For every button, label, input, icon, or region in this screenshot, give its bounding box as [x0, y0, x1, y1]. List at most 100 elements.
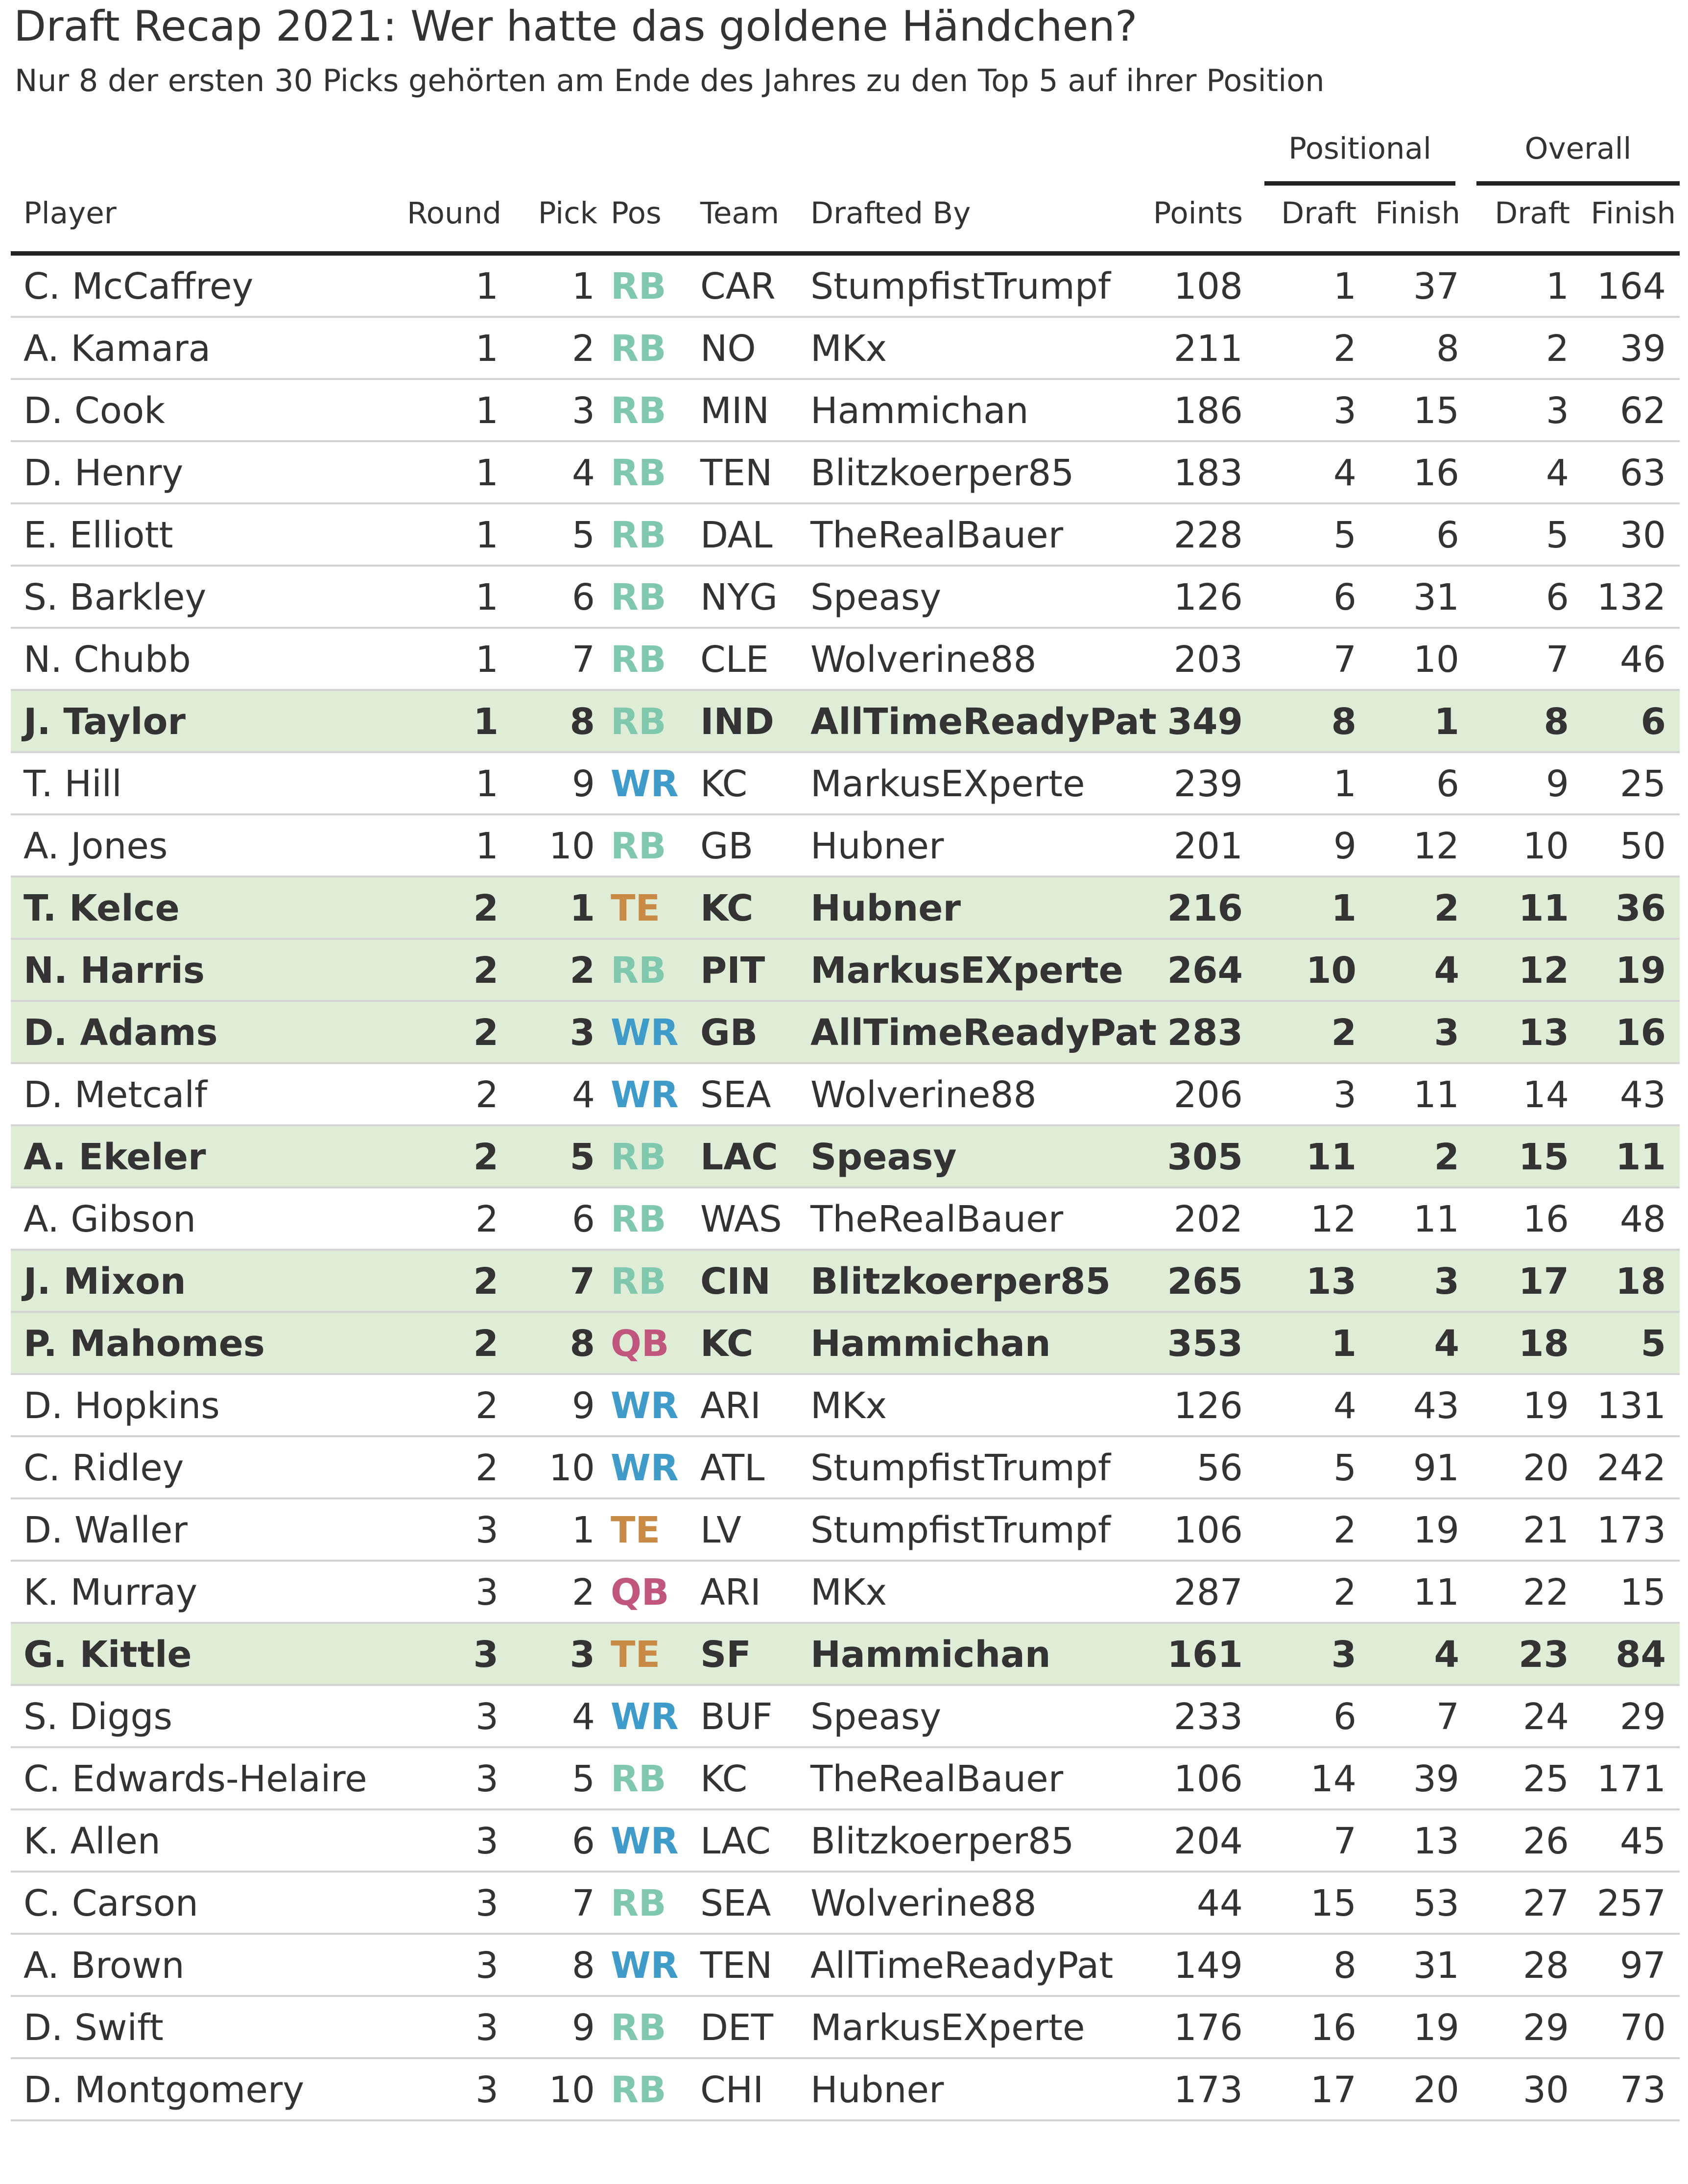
cell-player: P. Mahomes	[24, 1323, 265, 1365]
cell-pos: WR	[611, 1945, 679, 1987]
cell-pick: 9	[571, 1385, 595, 1427]
cell-team: SEA	[700, 1074, 771, 1116]
cell-player: D. Henry	[24, 452, 184, 494]
table-row: N. Chubb 1 7 RB CLE Wolverine88 203 7 10 7 46	[11, 629, 1680, 691]
cell-pick: 5	[571, 1758, 595, 1800]
cell-player: A. Ekeler	[24, 1136, 206, 1178]
cell-drafted-by: Hubner	[810, 2069, 944, 2111]
cell-drafted-by: Speasy	[810, 1136, 957, 1178]
table-row-highlighted: G. Kittle 3 3 TE SF Hammichan 161 3 4 23 84	[11, 1624, 1680, 1686]
cell-pos: RB	[611, 2007, 666, 2049]
cell-positional-draft: 7	[1333, 1820, 1356, 1862]
cell-positional-finish: 19	[1413, 2007, 1459, 2049]
cell-pos: TE	[611, 887, 661, 929]
column-header-row: Player Round Pick Pos Team Drafted By Po…	[11, 196, 1680, 245]
cell-positional-finish: 31	[1413, 576, 1459, 618]
cell-positional-finish: 11	[1413, 1074, 1459, 1116]
cell-round: 2	[475, 1198, 499, 1240]
cell-positional-draft: 9	[1333, 825, 1356, 867]
table-row: D. Hopkins 2 9 WR ARI MKx 126 4 43 19 131	[11, 1375, 1680, 1437]
table-row: A. Brown 3 8 WR TEN AllTimeReadyPat 149 8 31 28 97	[11, 1935, 1680, 1997]
table-row: C. Carson 3 7 RB SEA Wolverine88 44 15 53 27 257	[11, 1873, 1680, 1935]
cell-positional-finish: 20	[1413, 2069, 1459, 2111]
cell-positional-draft: 6	[1333, 576, 1356, 618]
cell-points: 108	[1173, 265, 1243, 308]
cell-team: IND	[700, 701, 774, 743]
cell-pos: RB	[611, 2069, 666, 2111]
table-row: D. Henry 1 4 RB TEN Blitzkoerper85 183 4 16 4 63	[11, 442, 1680, 504]
table-row-highlighted: J. Taylor 1 8 RB IND AllTimeReadyPat 349 8 1 8 6	[11, 691, 1680, 753]
cell-team: SF	[700, 1634, 751, 1676]
cell-overall-draft: 7	[1545, 639, 1569, 681]
cell-team: LV	[700, 1509, 741, 1551]
cell-points: 176	[1173, 2007, 1243, 2049]
cell-points: 56	[1196, 1447, 1243, 1489]
cell-round: 1	[475, 576, 499, 618]
table-row: C. Edwards-Helaire 3 5 RB KC TheRealBauer 106 1…	[11, 1748, 1680, 1810]
cell-points: 203	[1173, 639, 1243, 681]
cell-overall-draft: 22	[1522, 1571, 1569, 1614]
cell-player: C. McCaffrey	[24, 265, 254, 308]
cell-overall-finish: 132	[1596, 576, 1666, 618]
cell-overall-finish: 164	[1596, 265, 1666, 308]
cell-drafted-by: Wolverine88	[810, 639, 1037, 681]
col-header-player: Player	[24, 196, 117, 231]
cell-pick: 5	[570, 1136, 595, 1178]
cell-overall-draft: 13	[1519, 1012, 1569, 1054]
cell-drafted-by: Speasy	[810, 576, 942, 618]
cell-positional-finish: 2	[1434, 1136, 1460, 1178]
table-row: S. Diggs 3 4 WR BUF Speasy 233 6 7 24 29	[11, 1686, 1680, 1748]
cell-points: 305	[1167, 1136, 1243, 1178]
cell-player: D. Metcalf	[24, 1074, 208, 1116]
cell-overall-finish: 257	[1596, 1882, 1666, 1924]
cell-player: C. Ridley	[24, 1447, 184, 1489]
cell-pick: 8	[571, 1945, 595, 1987]
table-row: E. Elliott 1 5 RB DAL TheRealBauer 228 5 6 5 30	[11, 504, 1680, 567]
cell-overall-draft: 10	[1522, 825, 1569, 867]
cell-round: 1	[473, 701, 499, 743]
overall-group-rule	[1476, 181, 1680, 186]
cell-points: 44	[1196, 1882, 1243, 1924]
cell-overall-draft: 25	[1522, 1758, 1569, 1800]
cell-drafted-by: StumpfistTrumpf	[810, 1447, 1111, 1489]
cell-player: C. Carson	[24, 1882, 198, 1924]
cell-round: 1	[475, 452, 499, 494]
cell-points: 349	[1167, 701, 1243, 743]
cell-overall-finish: 30	[1619, 514, 1666, 556]
cell-positional-finish: 19	[1413, 1509, 1459, 1551]
cell-overall-draft: 15	[1519, 1136, 1569, 1178]
cell-pick: 4	[571, 452, 595, 494]
cell-drafted-by: TheRealBauer	[810, 1198, 1064, 1240]
cell-points: 201	[1173, 825, 1243, 867]
table-row: A. Jones 1 10 RB GB Hubner 201 9 12 10 50	[11, 815, 1680, 878]
cell-pick: 3	[570, 1012, 595, 1054]
cell-round: 2	[473, 1260, 499, 1303]
cell-positional-finish: 53	[1413, 1882, 1459, 1924]
cell-points: 228	[1173, 514, 1243, 556]
cell-positional-finish: 10	[1413, 639, 1459, 681]
cell-drafted-by: MKx	[810, 1385, 887, 1427]
cell-pick: 7	[571, 1882, 595, 1924]
cell-pos: QB	[611, 1323, 669, 1365]
cell-pick: 6	[571, 1198, 595, 1240]
cell-positional-draft: 14	[1310, 1758, 1356, 1800]
cell-positional-finish: 43	[1413, 1385, 1459, 1427]
cell-round: 3	[475, 1945, 499, 1987]
cell-overall-draft: 4	[1545, 452, 1569, 494]
cell-drafted-by: Wolverine88	[810, 1882, 1037, 1924]
cell-player: T. Kelce	[24, 887, 180, 929]
cell-pick: 8	[570, 1323, 595, 1365]
cell-points: 173	[1173, 2069, 1243, 2111]
cell-round: 1	[475, 514, 499, 556]
cell-drafted-by: AllTimeReadyPat	[810, 1012, 1157, 1054]
cell-positional-finish: 12	[1413, 825, 1459, 867]
cell-positional-draft: 2	[1331, 1012, 1357, 1054]
cell-points: 216	[1167, 887, 1243, 929]
cell-pos: RB	[611, 639, 666, 681]
col-header-positional-finish: Finish	[1375, 196, 1460, 231]
cell-positional-draft: 1	[1331, 887, 1357, 929]
cell-points: 204	[1173, 1820, 1243, 1862]
cell-positional-draft: 8	[1333, 1945, 1356, 1987]
cell-team: LAC	[700, 1136, 778, 1178]
cell-drafted-by: Hammichan	[810, 390, 1029, 432]
